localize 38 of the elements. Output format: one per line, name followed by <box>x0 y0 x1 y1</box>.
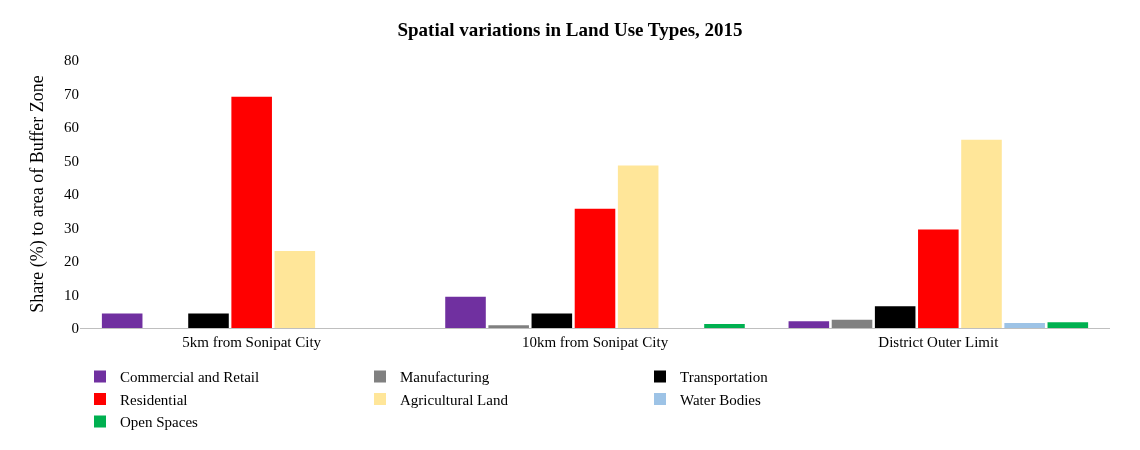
bar <box>1047 322 1089 328</box>
x-tick-label: 10km from Sonipat City <box>521 334 669 350</box>
chart-title: Spatial variations in Land Use Types, 2015 <box>397 18 743 40</box>
bar <box>188 313 229 328</box>
legend-label: Transportation <box>680 369 769 386</box>
bar <box>488 325 529 328</box>
y-tick-label: 10 <box>64 286 79 303</box>
y-tick-label: 0 <box>71 320 79 337</box>
bar <box>961 139 1002 328</box>
bar <box>574 208 616 328</box>
bar <box>101 313 143 328</box>
x-tick-label: District Outer Limit <box>878 334 1000 350</box>
legend-label: Agricultural Land <box>400 391 509 408</box>
legend-label: Manufacturing <box>400 369 490 386</box>
x-tick-label: 5km from Sonipat City <box>182 334 322 350</box>
y-tick-label: 40 <box>64 186 79 203</box>
bar <box>831 319 873 328</box>
bar <box>274 250 316 328</box>
bar <box>918 229 959 328</box>
y-tick-label: 70 <box>64 85 79 102</box>
y-tick-label: 30 <box>64 219 79 236</box>
legend-label: Water Bodies <box>680 391 762 408</box>
bar <box>617 165 659 328</box>
bar <box>445 296 486 328</box>
bar <box>1004 322 1045 328</box>
y-tick-label: 80 <box>64 52 79 69</box>
y-axis-title: Share (%) to area of Buffer Zone <box>27 75 49 313</box>
bar <box>531 313 573 328</box>
bar <box>704 323 745 328</box>
legend-label: Residential <box>120 391 188 408</box>
y-tick-label: 60 <box>64 119 79 136</box>
bar <box>874 306 916 328</box>
legend-label: Commercial and Retail <box>120 369 260 386</box>
bar <box>231 96 272 328</box>
y-tick-label: 20 <box>64 253 79 270</box>
bar <box>788 321 830 328</box>
legend-label: Open Spaces <box>120 414 199 431</box>
y-tick-label: 50 <box>64 152 79 169</box>
